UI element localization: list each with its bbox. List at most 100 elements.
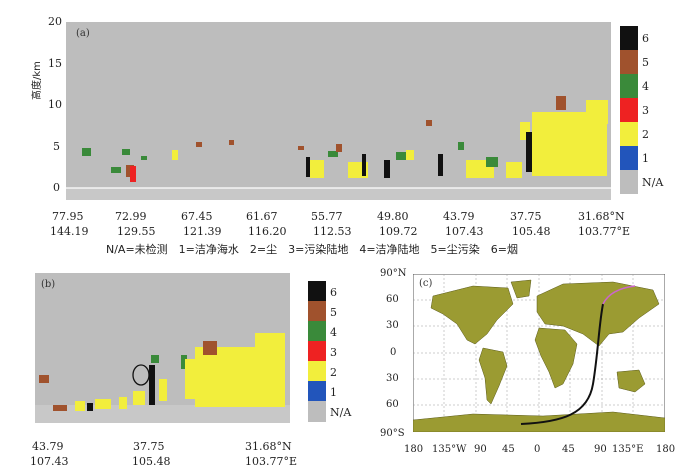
c-lat-1: 60 (386, 294, 399, 305)
panel-a-colorbar (620, 26, 638, 194)
australia (616, 369, 646, 393)
highlighted-track-segment (602, 285, 636, 305)
a-lat-6: 43.79 (443, 210, 475, 223)
c-lon-6: 90 (594, 444, 607, 455)
ytick-20: 20 (48, 15, 62, 28)
colorbar-b-6 (308, 281, 326, 301)
aerosol-layer-b (255, 333, 285, 361)
a-lon-5: 109.72 (379, 225, 418, 238)
b-lon-2: 103.77°E (245, 455, 298, 468)
colorbar-b-5 (308, 301, 326, 321)
a-lat-4: 55.77 (311, 210, 343, 223)
panel-a-plot: (a) (66, 22, 611, 200)
aerosol-layer (438, 154, 443, 176)
a-lat-2: 67.45 (181, 210, 213, 223)
b-lat-0: 43.79 (32, 440, 64, 453)
c-lat-3: 0 (390, 347, 397, 358)
aerosol-layer (406, 150, 414, 160)
cb-a-na: N/A (642, 176, 664, 189)
aerosol-layer (556, 96, 566, 110)
aerosol-layer-b (53, 405, 67, 411)
surface-band-b (35, 405, 290, 423)
panel-b-colorbar (308, 281, 326, 422)
c-lon-4: 0 (534, 444, 541, 455)
aerosol-layer (306, 157, 310, 177)
c-lat-0: 90°N (380, 268, 407, 279)
colorbar-b-3 (308, 341, 326, 361)
aerosol-layer (229, 140, 234, 145)
south-america (478, 347, 508, 405)
colorbar-b-1 (308, 381, 326, 401)
cb-a-3: 3 (642, 104, 649, 117)
aerosol-layer (310, 160, 324, 178)
aerosol-layer (426, 120, 432, 126)
aerosol-layer (486, 157, 498, 167)
cb-a-1: 1 (642, 152, 649, 165)
colorbar-na (620, 170, 638, 194)
b-lon-0: 107.43 (30, 455, 69, 468)
aerosol-layer (122, 149, 130, 155)
a-lat-5: 49.80 (377, 210, 409, 223)
a-lon-7: 105.48 (512, 225, 551, 238)
aerosol-layer (506, 162, 522, 178)
ytick-10: 10 (48, 98, 62, 111)
b-lat-1: 37.75 (133, 440, 165, 453)
c-lon-7: 135°E (612, 444, 644, 455)
cb-a-4: 4 (642, 80, 649, 93)
aerosol-layer (384, 160, 390, 178)
cb-b-2: 2 (330, 366, 337, 379)
colorbar-4 (620, 74, 638, 98)
panel-a-tag: (a) (76, 28, 90, 39)
aerosol-layer (362, 154, 366, 176)
b-lat-2: 31.68°N (245, 440, 292, 453)
aerosol-layer-b (133, 391, 145, 405)
north-america (430, 285, 514, 345)
colorbar-6 (620, 26, 638, 50)
cb-b-na: N/A (330, 406, 352, 419)
aerosol-layer-b (39, 375, 49, 383)
a-lon-4: 112.53 (313, 225, 352, 238)
aerosol-layer (196, 142, 202, 147)
ytick-0: 0 (53, 181, 60, 194)
aerosol-layer-b (119, 397, 127, 409)
c-lat-4: 30 (386, 373, 399, 384)
aerosol-layer (82, 148, 91, 156)
c-lon-8: 180 (656, 444, 676, 455)
cb-b-3: 3 (330, 346, 337, 359)
aerosol-layer (336, 144, 342, 152)
panel-c-map: (c) (413, 274, 665, 432)
colorbar-2 (620, 122, 638, 146)
b-lon-1: 105.48 (132, 455, 171, 468)
europe-asia (536, 281, 660, 347)
cb-b-5: 5 (330, 306, 337, 319)
aerosol-layer-b (87, 403, 93, 411)
aerosol-layer (586, 100, 608, 124)
aerosol-layer-b (95, 399, 111, 409)
cb-a-6: 6 (642, 32, 649, 45)
panel-a-background (66, 22, 611, 200)
cb-a-2: 2 (642, 128, 649, 141)
ytick-5: 5 (53, 140, 60, 153)
a-lon-3: 116.20 (248, 225, 287, 238)
cb-b-6: 6 (330, 286, 337, 299)
a-lon-0: 144.19 (50, 225, 89, 238)
greenland (510, 279, 532, 299)
colorbar-1 (620, 146, 638, 170)
aerosol-layer-b (181, 355, 187, 369)
a-lat-1: 72.99 (115, 210, 147, 223)
a-lat-7: 37.75 (510, 210, 542, 223)
colorbar-b-2 (308, 361, 326, 381)
colorbar-5 (620, 50, 638, 74)
colorbar-b-4 (308, 321, 326, 341)
aerosol-layer (111, 167, 121, 173)
aerosol-layer (130, 166, 136, 182)
a-lon-6: 107.43 (445, 225, 484, 238)
aerosol-layer-b (75, 401, 85, 411)
c-lon-5: 45 (562, 444, 575, 455)
aerosol-layer (298, 146, 304, 150)
colorbar-3 (620, 98, 638, 122)
aerosol-layer (328, 151, 338, 157)
aerosol-layer-b (149, 365, 155, 405)
ytick-15: 15 (48, 57, 62, 70)
aerosol-type-legend: N/A=未检测 1=洁净海水 2=尘 3=污染陆地 4=洁净陆地 5=尘污染 6… (106, 243, 518, 256)
